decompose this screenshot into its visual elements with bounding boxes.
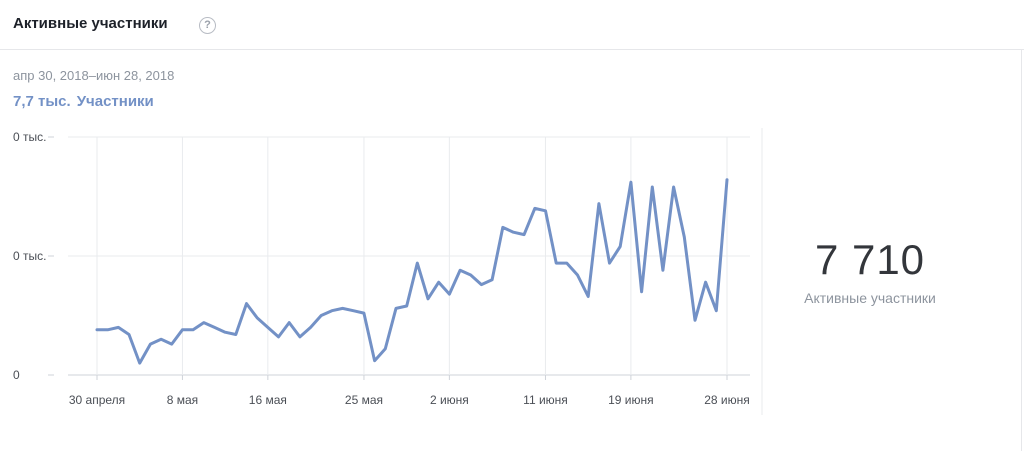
summary-label: Участники — [76, 93, 154, 110]
data-point — [213, 325, 217, 329]
data-point — [255, 316, 259, 320]
data-point — [437, 280, 441, 284]
data-point — [223, 330, 227, 334]
data-point — [714, 309, 718, 313]
data-point — [426, 297, 430, 301]
data-point — [180, 328, 184, 332]
data-point — [202, 321, 206, 325]
data-point — [682, 235, 686, 239]
kpi-label: Активные участники — [804, 290, 936, 306]
series-line — [95, 178, 729, 365]
data-point — [245, 302, 249, 306]
x-tick-label: 19 июня — [608, 393, 654, 407]
x-tick-label: 8 мая — [167, 393, 198, 407]
data-point — [319, 314, 323, 318]
data-point — [522, 233, 526, 237]
y-tick-label: 0 тыс. — [13, 130, 46, 144]
y-tick-label: 0 — [13, 368, 20, 382]
data-point — [405, 304, 409, 308]
x-tick-label: 28 июня — [704, 393, 750, 407]
data-point — [608, 261, 612, 265]
data-point — [106, 328, 110, 332]
data-point — [277, 335, 281, 339]
y-tick-label: 0 тыс. — [13, 249, 46, 263]
data-point — [447, 292, 451, 296]
data-point — [330, 309, 334, 313]
data-point — [159, 337, 163, 341]
help-icon[interactable]: ? — [199, 17, 216, 34]
data-point — [373, 359, 377, 363]
widget-header: Активные участники ? — [0, 0, 1024, 50]
data-point — [362, 311, 366, 315]
data-point — [565, 261, 569, 265]
data-point — [234, 333, 238, 337]
x-tick-label: 25 мая — [345, 393, 383, 407]
data-point — [383, 347, 387, 351]
data-point — [533, 206, 537, 210]
data-point — [693, 318, 697, 322]
data-point — [298, 335, 302, 339]
x-tick-label: 30 апреля — [69, 393, 125, 407]
kpi-value: 7 710 — [814, 236, 926, 283]
data-point — [191, 328, 195, 332]
data-point — [650, 185, 654, 189]
data-point — [415, 261, 419, 265]
widget-title: Активные участники — [13, 15, 168, 32]
data-point — [309, 325, 313, 329]
data-point — [287, 321, 291, 325]
x-tick-label: 11 июня — [523, 393, 568, 407]
data-point — [618, 245, 622, 249]
x-tick-label: 16 мая — [249, 393, 287, 407]
date-range: апр 30, 2018–июн 28, 2018 — [13, 68, 175, 83]
data-point — [170, 342, 174, 346]
panel-divider — [1021, 50, 1022, 451]
data-point — [725, 178, 729, 182]
summary-value: 7,7 тыс. — [13, 93, 71, 110]
data-point — [661, 268, 665, 272]
data-point — [266, 325, 270, 329]
data-point — [138, 361, 142, 365]
data-point — [351, 309, 355, 313]
data-point — [704, 280, 708, 284]
x-tick-label: 2 июня — [430, 393, 469, 407]
data-point — [629, 180, 633, 184]
data-point — [490, 278, 494, 282]
summary-metric[interactable]: 7,7 тыс. Участники — [13, 93, 154, 110]
data-point — [597, 202, 601, 206]
data-point — [116, 325, 120, 329]
data-point — [469, 273, 473, 277]
data-point — [544, 209, 548, 213]
data-point — [341, 306, 345, 310]
data-point — [640, 290, 644, 294]
data-point — [672, 185, 676, 189]
data-point — [554, 261, 558, 265]
data-point — [511, 230, 515, 234]
data-point — [576, 273, 580, 277]
line-chart[interactable]: 0 тыс. 0 тыс. 0 30 апреля 8 мая 16 мая 25 мая 2… — [0, 120, 770, 420]
data-point — [148, 342, 152, 346]
data-point — [394, 306, 398, 310]
data-point — [95, 328, 99, 332]
data-point — [501, 225, 505, 229]
data-point — [479, 283, 483, 287]
data-point — [458, 268, 462, 272]
data-point — [586, 295, 590, 299]
data-point — [127, 333, 131, 337]
